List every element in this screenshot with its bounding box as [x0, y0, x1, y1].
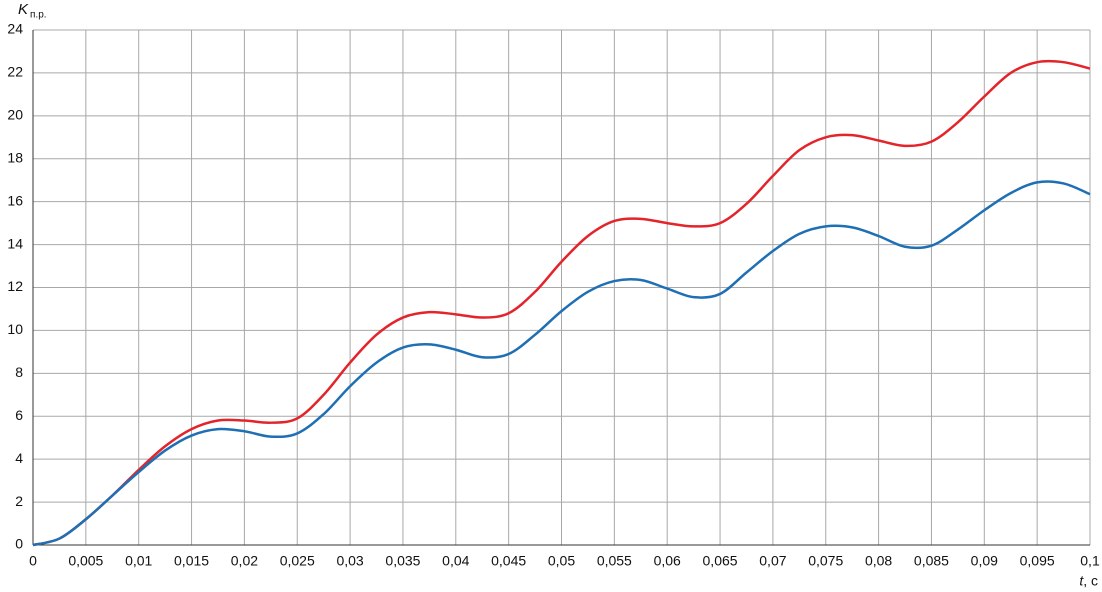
x-tick-label: 0,03 — [336, 553, 363, 569]
y-tick-label: 10 — [7, 321, 23, 337]
x-tick-label: 0,07 — [759, 553, 786, 569]
y-tick-label: 22 — [7, 64, 23, 80]
y-tick-label: 18 — [7, 149, 23, 165]
y-axis-label-sub: п.р. — [30, 10, 47, 21]
y-tick-label: 12 — [7, 278, 23, 294]
x-tick-label: 0,055 — [597, 553, 632, 569]
x-tick-label: 0,065 — [703, 553, 738, 569]
y-tick-label: 0 — [15, 536, 23, 552]
x-tick-label: 0,04 — [442, 553, 469, 569]
y-tick-label: 14 — [7, 235, 23, 251]
x-tick-label: 0,045 — [491, 553, 526, 569]
y-axis-label: K — [18, 1, 29, 18]
x-tick-label: 0 — [29, 553, 37, 569]
x-tick-label: 0,025 — [280, 553, 315, 569]
x-tick-label: 0,015 — [174, 553, 209, 569]
x-tick-label: 0,02 — [231, 553, 258, 569]
y-tick-label: 2 — [15, 493, 23, 509]
y-tick-label: 16 — [7, 192, 23, 208]
y-tick-label: 4 — [15, 450, 23, 466]
x-tick-label: 0,005 — [68, 553, 103, 569]
x-tick-label: 0,06 — [654, 553, 681, 569]
x-tick-label: 0,09 — [971, 553, 998, 569]
x-tick-label: 0,095 — [1020, 553, 1055, 569]
x-tick-label: 0,01 — [125, 553, 152, 569]
series-line — [32, 59, 1091, 547]
y-tick-label: 8 — [15, 364, 23, 380]
x-tick-label: 0,08 — [865, 553, 892, 569]
series-line — [32, 180, 1091, 547]
x-tick-label: 0,085 — [914, 553, 949, 569]
x-axis-label: t — [1079, 573, 1084, 589]
x-tick-label: 0,075 — [808, 553, 843, 569]
x-tick-label: 0,05 — [548, 553, 575, 569]
x-axis-label-unit: , c — [1083, 573, 1098, 589]
x-tick-label: 0,035 — [385, 553, 420, 569]
y-tick-label: 6 — [15, 407, 23, 423]
y-tick-label: 24 — [7, 21, 23, 37]
y-tick-label: 20 — [7, 107, 23, 123]
x-tick-label: 0,1 — [1080, 553, 1100, 569]
